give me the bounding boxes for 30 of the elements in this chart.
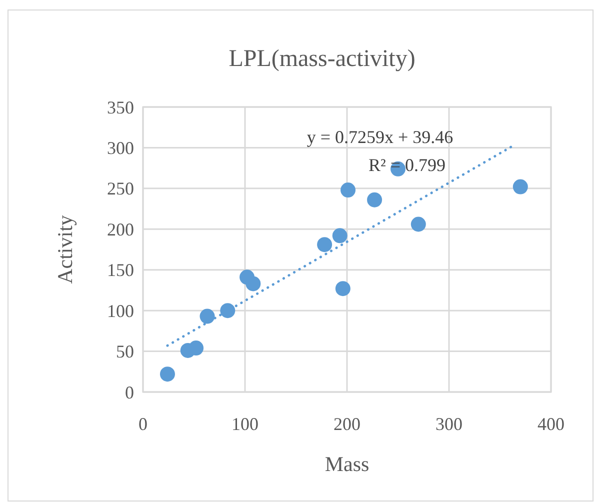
point	[335, 281, 350, 296]
y-tick-label: 50	[116, 342, 134, 362]
point	[200, 308, 215, 324]
annotation: y = 0.7259x + 39.46	[306, 127, 454, 147]
point	[410, 216, 426, 232]
x-tick-label: 300	[436, 414, 462, 434]
point	[317, 237, 332, 252]
y-tick-label: 0	[125, 382, 134, 402]
point	[188, 340, 204, 356]
point	[332, 228, 348, 244]
x-tick-label: 0	[138, 414, 148, 434]
annotation: R² = 0.799	[368, 155, 446, 175]
y-tick-label: 350	[107, 97, 134, 118]
point	[160, 366, 175, 382]
y-tick-label: 300	[107, 138, 134, 158]
point	[220, 303, 236, 318]
x-tick-label: 200	[334, 414, 360, 434]
point	[512, 179, 528, 194]
chart-title: LPL(mass-activity)	[228, 46, 416, 72]
y-tick-label: 150	[107, 260, 134, 280]
y-tick-label: 200	[107, 219, 134, 240]
y-tick-label: 250	[107, 178, 134, 199]
point	[246, 276, 261, 292]
x-tick-label: 100	[232, 414, 258, 434]
point	[367, 192, 382, 208]
point	[340, 182, 356, 198]
y-axis-title: Activity	[53, 214, 77, 284]
y-tick-label: 100	[107, 300, 134, 321]
x-tick-label: 400	[538, 414, 564, 434]
x-axis-title: Mass	[324, 452, 370, 476]
